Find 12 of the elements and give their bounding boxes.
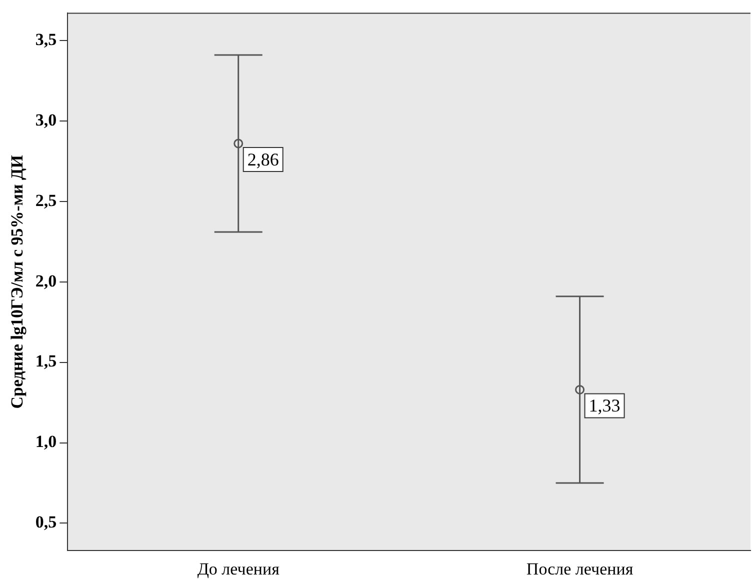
- x-tick-label: До лечения: [197, 559, 280, 578]
- data-label: 2,86: [247, 149, 279, 170]
- y-tick-label: 1,5: [35, 352, 57, 371]
- y-axis-title: Средние lg10ГЭ/мл с 95%-ми ДИ: [8, 155, 27, 409]
- y-tick-label: 2,5: [35, 190, 57, 210]
- y-tick-label: 0,5: [35, 512, 57, 532]
- x-tick-label: После лечения: [526, 559, 634, 578]
- y-tick-label: 3,0: [35, 110, 57, 130]
- y-tick-label: 2,0: [35, 271, 57, 290]
- y-tick-label: 1,0: [35, 432, 57, 452]
- y-tick-label: 3,5: [35, 30, 57, 49]
- data-label: 1,33: [588, 395, 620, 416]
